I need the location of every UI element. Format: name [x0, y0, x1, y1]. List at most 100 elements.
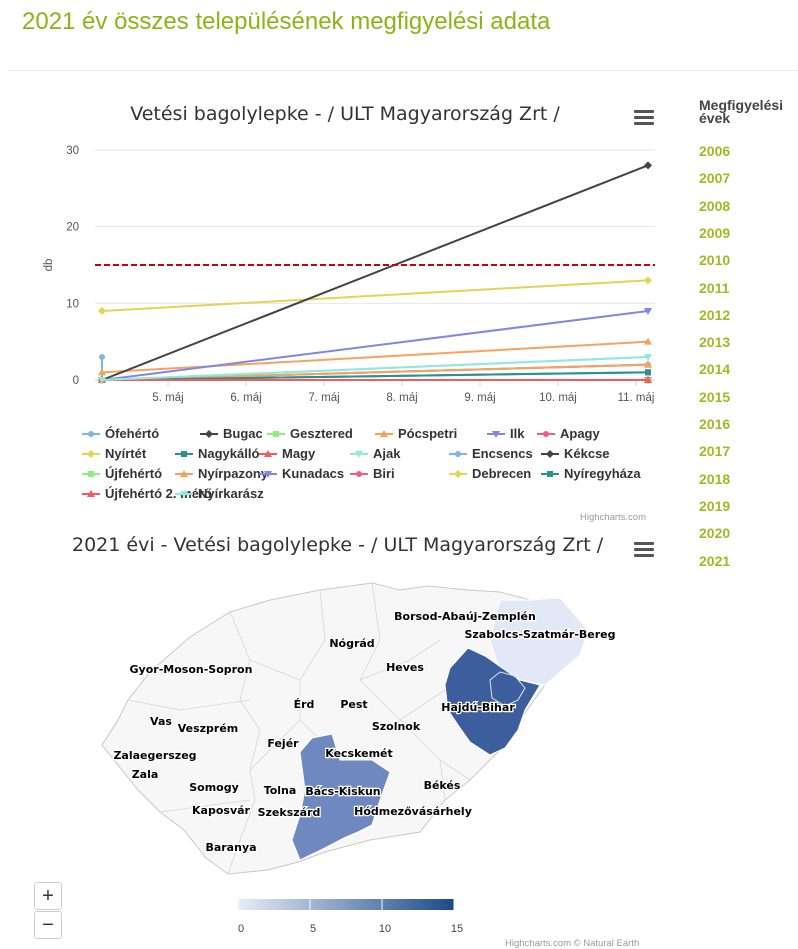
series-line[interactable]: [101, 164, 649, 381]
data-point[interactable]: [644, 308, 652, 315]
legend-marker[interactable]: [264, 449, 272, 457]
legend-marker[interactable]: [454, 469, 462, 478]
legend-marker[interactable]: [492, 430, 500, 438]
legend-marker[interactable]: [380, 429, 388, 437]
data-point[interactable]: [644, 360, 652, 368]
data-point[interactable]: [98, 307, 106, 315]
series-line[interactable]: [101, 356, 649, 381]
legend-marker[interactable]: [180, 490, 188, 498]
data-point[interactable]: [98, 377, 106, 384]
zoom-in-button[interactable]: +: [34, 882, 62, 910]
legend-item-bugac[interactable]: Bugac: [200, 426, 263, 441]
map-label-veszprem: Veszprém: [178, 722, 239, 735]
legend-item-biri[interactable]: Biri: [350, 466, 395, 481]
legend-item-ujfeherto[interactable]: Újfehértó: [82, 466, 162, 481]
legend-marker[interactable]: [87, 489, 95, 497]
year-link-2011[interactable]: 2011: [699, 279, 730, 296]
legend-symbol: [487, 430, 505, 438]
year-link-2006[interactable]: 2006: [699, 143, 731, 159]
legend-label: Újfehértó: [105, 466, 163, 481]
series-line[interactable]: [101, 363, 649, 381]
legend-item-magy[interactable]: Magy: [259, 446, 315, 461]
legend-symbol: [259, 449, 277, 457]
year-link-2019[interactable]: 2019: [699, 497, 731, 514]
legend-marker[interactable]: [88, 470, 94, 477]
region-szabolcs-szatmar-bereg[interactable]: [489, 597, 589, 686]
series-line[interactable]: [101, 310, 649, 381]
map-label-zala: Zala: [132, 768, 159, 781]
legend-item-pocspetri[interactable]: Pócspetri: [375, 426, 457, 441]
legend-marker[interactable]: [547, 470, 553, 477]
legend-symbol: [82, 449, 100, 458]
legend-symbol: [449, 450, 467, 457]
legend-item-encsencs[interactable]: Encsencs: [449, 446, 533, 461]
data-point[interactable]: [644, 376, 652, 383]
legend-item-kunadacs[interactable]: Kunadacs: [259, 466, 344, 481]
y-tick-label: 0: [73, 375, 79, 387]
year-link-2013[interactable]: 2013: [699, 334, 731, 351]
legend-marker[interactable]: [180, 469, 188, 477]
legend-item-apagy[interactable]: Apagy: [537, 426, 600, 441]
legend-marker[interactable]: [273, 430, 279, 437]
legend-item-ilk[interactable]: Ilk: [487, 426, 524, 441]
legend-item-ujfeherto-2-mero[interactable]: Újfehértó 2. mérő: [82, 486, 212, 501]
legend-item-ofeherto[interactable]: Ófehértó: [82, 426, 159, 441]
legend-item-nyirkarasz[interactable]: Nyírkarász: [175, 486, 264, 501]
legend-marker[interactable]: [355, 450, 363, 458]
map-label-szolnok: Szolnok: [372, 720, 421, 733]
year-link-2009[interactable]: 2009: [699, 224, 731, 241]
legend-marker[interactable]: [356, 470, 362, 477]
zoom-out-button[interactable]: −: [34, 911, 62, 939]
year-link-2021[interactable]: 2021: [699, 552, 731, 569]
legend-item-ajak[interactable]: Ajak: [350, 446, 400, 461]
line-chart-menu-icon[interactable]: [634, 110, 654, 126]
year-link-2012[interactable]: 2012: [699, 306, 731, 323]
hungary-map: Borsod-Abaúj-Zemplén Szabolcs-Szatmár-Ber…: [101, 582, 617, 875]
legend-item-gesztered[interactable]: Gesztered: [267, 426, 353, 441]
year-link-2007[interactable]: 2007: [699, 170, 731, 187]
data-point[interactable]: [98, 368, 106, 376]
legend-marker[interactable]: [87, 449, 95, 458]
map-label-bacs-kiskun: Bács-Kiskun: [305, 785, 380, 798]
color-tick-label: 5: [310, 923, 316, 935]
legend-marker[interactable]: [455, 450, 461, 457]
legend-item-kekcse[interactable]: Kékcse: [541, 446, 610, 461]
data-point[interactable]: [644, 337, 652, 345]
legend-label: Kékcse: [564, 446, 610, 461]
region-bacs-kiskun[interactable]: [291, 733, 391, 861]
data-point[interactable]: [645, 369, 651, 376]
legend-marker[interactable]: [546, 449, 554, 458]
legend-label: Pócspetri: [398, 426, 458, 441]
y-tick-label: 30: [66, 145, 79, 157]
chart-credits[interactable]: Highcharts.com: [580, 512, 646, 523]
legend-marker[interactable]: [205, 429, 213, 438]
legend-item-nyirtet[interactable]: Nyírtét: [82, 446, 146, 461]
legend-item-nyiregyhaza[interactable]: Nyíregyháza: [541, 466, 641, 481]
year-link-2008[interactable]: 2008: [699, 197, 731, 214]
data-point[interactable]: [644, 354, 652, 361]
year-link-2015[interactable]: 2015: [699, 388, 731, 405]
year-link-2018[interactable]: 2018: [699, 470, 731, 487]
series-line[interactable]: [101, 279, 649, 312]
data-point[interactable]: [644, 161, 652, 170]
map-credits[interactable]: Highcharts.com © Natural Earth: [505, 938, 640, 949]
legend-marker[interactable]: [264, 470, 272, 478]
legend-marker[interactable]: [88, 430, 94, 437]
legend-label: Nyírpazony: [198, 466, 269, 481]
legend-marker[interactable]: [181, 450, 187, 457]
data-point[interactable]: [644, 276, 652, 285]
year-link-2010[interactable]: 2010: [699, 252, 731, 269]
map-menu-icon[interactable]: [634, 542, 654, 558]
series-line[interactable]: [101, 340, 649, 374]
year-link-2016[interactable]: 2016: [699, 416, 731, 432]
legend-marker[interactable]: [543, 430, 549, 437]
legend-item-nagykallo[interactable]: Nagykálló: [175, 446, 259, 461]
legend-symbol: [267, 430, 285, 437]
year-link-2014[interactable]: 2014: [699, 361, 731, 378]
year-link-2017[interactable]: 2017: [699, 443, 731, 460]
legend-item-nyirpazony[interactable]: Nyírpazony: [175, 466, 268, 481]
series-line[interactable]: [101, 371, 649, 381]
year-link-2020[interactable]: 2020: [699, 525, 731, 542]
legend-item-debrecen[interactable]: Debrecen: [449, 466, 531, 481]
data-point[interactable]: [99, 354, 105, 360]
